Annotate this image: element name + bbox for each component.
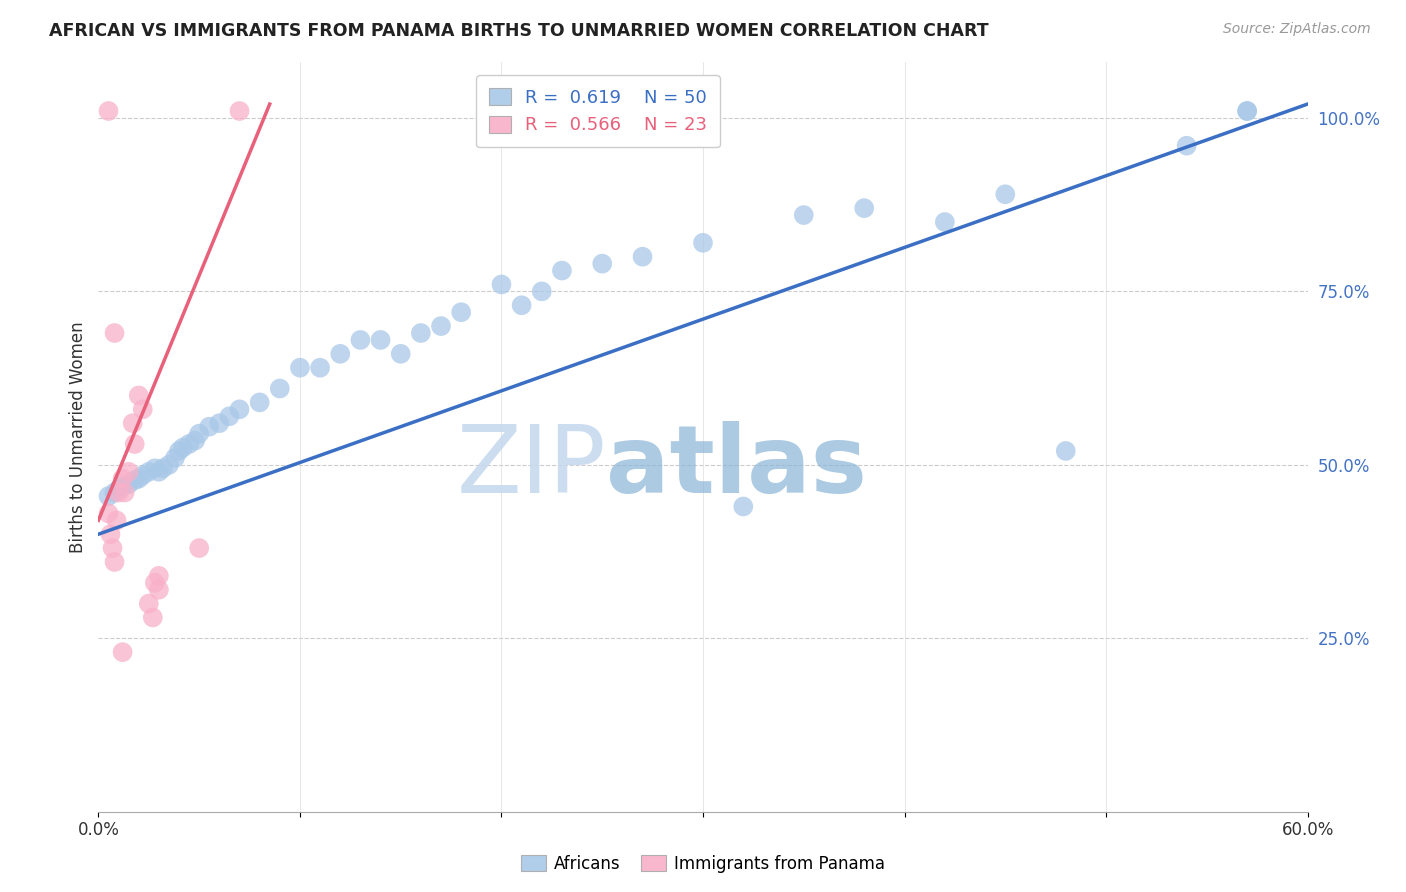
Text: atlas: atlas xyxy=(606,421,868,513)
Point xyxy=(793,208,815,222)
Point xyxy=(934,215,956,229)
Point xyxy=(228,402,250,417)
Point xyxy=(132,402,155,417)
Text: ZIP: ZIP xyxy=(457,421,606,513)
Point xyxy=(288,360,311,375)
Point xyxy=(148,569,170,583)
Point xyxy=(148,582,170,597)
Point xyxy=(167,444,190,458)
Point xyxy=(389,347,412,361)
Legend: Africans, Immigrants from Panama: Africans, Immigrants from Panama xyxy=(515,848,891,880)
Point xyxy=(184,434,207,448)
Point xyxy=(179,437,201,451)
Text: AFRICAN VS IMMIGRANTS FROM PANAMA BIRTHS TO UNMARRIED WOMEN CORRELATION CHART: AFRICAN VS IMMIGRANTS FROM PANAMA BIRTHS… xyxy=(49,22,988,40)
Point xyxy=(853,201,876,215)
Point xyxy=(111,478,134,492)
Point xyxy=(152,461,174,475)
Point xyxy=(692,235,714,250)
Point xyxy=(118,465,141,479)
Point xyxy=(103,326,125,340)
Point xyxy=(142,610,165,624)
Point xyxy=(138,465,160,479)
Point xyxy=(97,103,120,118)
Point xyxy=(994,187,1017,202)
Point xyxy=(218,409,240,424)
Point xyxy=(329,347,352,361)
Point xyxy=(450,305,472,319)
Point xyxy=(97,507,120,521)
Point xyxy=(132,468,155,483)
Point xyxy=(188,426,211,441)
Point xyxy=(198,419,221,434)
Point xyxy=(309,360,332,375)
Point xyxy=(105,513,128,527)
Point xyxy=(124,437,146,451)
Point xyxy=(188,541,211,555)
Point xyxy=(97,489,120,503)
Point xyxy=(349,333,371,347)
Point xyxy=(491,277,513,292)
Point xyxy=(1054,444,1077,458)
Point xyxy=(157,458,180,472)
Point xyxy=(1236,103,1258,118)
Text: Source: ZipAtlas.com: Source: ZipAtlas.com xyxy=(1223,22,1371,37)
Point xyxy=(551,263,574,277)
Y-axis label: Births to Unmarried Women: Births to Unmarried Women xyxy=(69,321,87,553)
Point xyxy=(128,388,150,402)
Point xyxy=(228,103,250,118)
Legend: R =  0.619    N = 50, R =  0.566    N = 23: R = 0.619 N = 50, R = 0.566 N = 23 xyxy=(477,75,720,147)
Point xyxy=(111,645,134,659)
Point xyxy=(103,555,125,569)
Point xyxy=(121,416,143,430)
Point xyxy=(249,395,271,409)
Point xyxy=(163,450,186,465)
Point xyxy=(124,473,146,487)
Point xyxy=(1175,138,1198,153)
Point xyxy=(208,416,231,430)
Point xyxy=(530,285,553,299)
Point xyxy=(269,382,291,396)
Point xyxy=(107,482,129,496)
Point xyxy=(118,477,141,491)
Point xyxy=(370,333,392,347)
Point xyxy=(107,485,129,500)
Point xyxy=(591,257,613,271)
Point xyxy=(111,472,134,486)
Point xyxy=(128,472,150,486)
Point xyxy=(148,465,170,479)
Point xyxy=(510,298,533,312)
Point xyxy=(143,461,166,475)
Point xyxy=(138,597,160,611)
Point xyxy=(114,485,136,500)
Point xyxy=(103,485,125,500)
Point xyxy=(172,441,194,455)
Point xyxy=(101,541,124,555)
Point xyxy=(1236,103,1258,118)
Point xyxy=(733,500,755,514)
Point xyxy=(631,250,654,264)
Point xyxy=(143,575,166,590)
Point xyxy=(430,319,453,334)
Point xyxy=(100,527,122,541)
Point xyxy=(409,326,432,340)
